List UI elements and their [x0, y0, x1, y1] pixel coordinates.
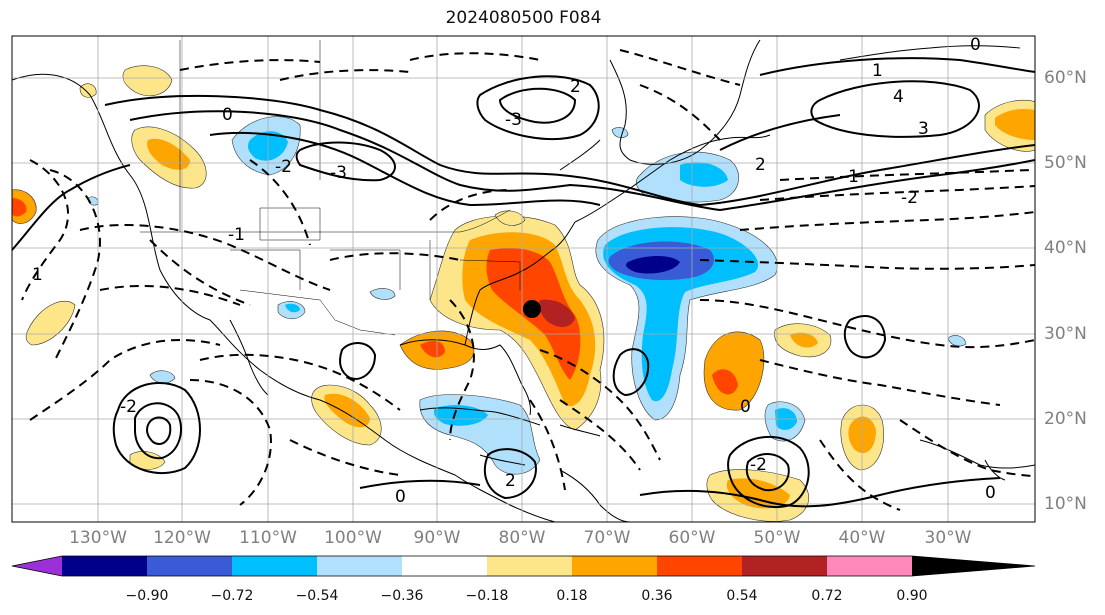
- colorbar-cell: [827, 556, 912, 576]
- lon-label: 120°W: [153, 528, 211, 548]
- lat-label: 20°N: [1044, 409, 1087, 429]
- coastlines: [12, 39, 1035, 522]
- colorbar-cell: [657, 556, 742, 576]
- colorbar-tick: −0.72: [210, 588, 254, 604]
- colorbar-cell: [232, 556, 317, 576]
- positive-shading: [12, 65, 1035, 522]
- colorbar-tick: 0.72: [811, 588, 843, 604]
- lon-label: 60°W: [668, 528, 716, 548]
- colorbar-tick: −0.36: [380, 588, 424, 604]
- political-borders: [140, 40, 521, 336]
- contour-label: -2: [901, 188, 918, 208]
- contour-labels: 0 2 -3 4 3 -2 -1 1 -3 -2 0 2 0 -2 1 -1 0…: [32, 35, 996, 507]
- contour-label: 2: [570, 77, 581, 97]
- colorbar-tick: 0.90: [896, 588, 928, 604]
- colorbar-tick: 0.18: [556, 588, 588, 604]
- lat-label: 10°N: [1044, 494, 1087, 514]
- colorbar-cell: [742, 556, 827, 576]
- map-plot-area: [12, 36, 1035, 522]
- colorbar-tick: −0.54: [295, 588, 339, 604]
- lon-label: 30°W: [924, 528, 972, 548]
- lon-label: 40°W: [838, 528, 886, 548]
- contours-positive: [12, 57, 1035, 508]
- contour-label: 1: [32, 265, 43, 285]
- colorbar: [11, 555, 1036, 577]
- contour-label: -1: [842, 167, 859, 187]
- contour-label: -2: [275, 157, 292, 177]
- lon-label: 130°W: [69, 528, 127, 548]
- lon-label: 50°W: [753, 528, 801, 548]
- colorbar-tick: 0.36: [641, 588, 673, 604]
- lon-label: 90°W: [413, 528, 461, 548]
- lon-label: 80°W: [498, 528, 546, 548]
- colorbar-cell: [402, 556, 487, 576]
- colorbar-cell: [572, 556, 657, 576]
- contour-label: -3: [505, 110, 522, 130]
- colorbar-cell: [147, 556, 232, 576]
- colorbar-tick: 0.54: [726, 588, 758, 604]
- graticule: [12, 36, 1035, 522]
- contour-label: 0: [740, 397, 751, 417]
- contour-label: 0: [222, 105, 233, 125]
- colorbar-extend-max: [912, 556, 1035, 576]
- lat-label: 60°N: [1044, 68, 1087, 88]
- contour-label: -3: [330, 163, 347, 183]
- contour-label: 4: [893, 87, 904, 107]
- contours-negative: [21, 49, 1035, 511]
- contour-label: -1: [228, 225, 245, 245]
- contour-label: 1: [872, 61, 883, 81]
- lon-label: 70°W: [583, 528, 631, 548]
- lon-label: 100°W: [324, 528, 382, 548]
- lat-label: 50°N: [1044, 153, 1087, 173]
- contour-label: -2: [750, 455, 767, 475]
- contour-label: 3: [918, 119, 929, 139]
- colorbar-tick: −0.18: [465, 588, 509, 604]
- colorbar-tick: −0.90: [125, 588, 169, 604]
- contour-label: -2: [120, 397, 137, 417]
- map-title: 2024080500 F084: [445, 8, 602, 28]
- colorbar-extend-min: [12, 556, 62, 576]
- colorbar-cell: [317, 556, 402, 576]
- colorbar-cell: [62, 556, 147, 576]
- storm-center-marker: [523, 300, 541, 318]
- lat-label: 30°N: [1044, 324, 1087, 344]
- lat-label: 40°N: [1044, 238, 1087, 258]
- contour-label: 2: [505, 471, 516, 491]
- contour-label: 2: [755, 155, 766, 175]
- colorbar-cell: [487, 556, 572, 576]
- contour-label: 0: [970, 35, 981, 55]
- contour-label: 0: [985, 483, 996, 503]
- map-frame: [11, 35, 1036, 523]
- lon-label: 110°W: [239, 528, 297, 548]
- contour-label: 0: [395, 487, 406, 507]
